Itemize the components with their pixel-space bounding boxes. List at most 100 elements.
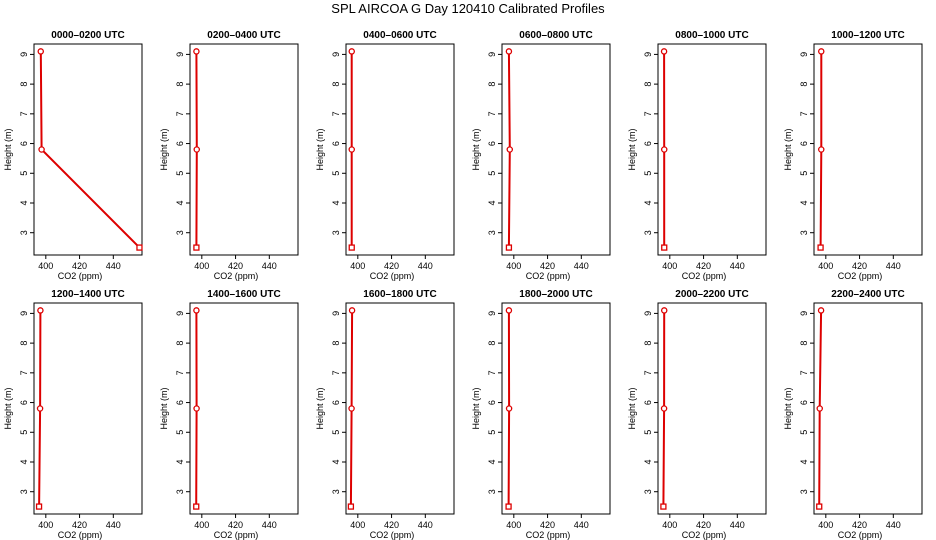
y-tick-label: 6 <box>19 400 29 405</box>
y-tick-label: 8 <box>643 82 653 87</box>
y-tick-label: 5 <box>19 171 29 176</box>
x-tick-label: 400 <box>818 261 833 271</box>
data-point-circle <box>505 307 513 314</box>
x-tick-label: 400 <box>38 261 53 271</box>
y-tick-label: 9 <box>799 52 809 57</box>
data-point-circle <box>193 48 200 55</box>
x-axis-label: CO2 (ppm) <box>370 271 415 281</box>
x-tick-label: 420 <box>852 261 867 271</box>
y-tick-label: 8 <box>331 341 341 346</box>
y-tick-label: 8 <box>799 82 809 87</box>
x-tick-label: 440 <box>886 261 901 271</box>
x-axis-label: CO2 (ppm) <box>214 271 259 281</box>
x-tick-label: 440 <box>574 520 589 530</box>
y-tick-label: 5 <box>487 430 497 435</box>
y-tick-label: 7 <box>643 111 653 116</box>
y-axis-label: Height (m) <box>627 387 637 429</box>
x-tick-label: 440 <box>262 261 277 271</box>
y-tick-label: 7 <box>487 370 497 375</box>
panel-title: 0000–0200 UTC <box>51 30 124 41</box>
y-tick-label: 7 <box>19 111 29 116</box>
data-point-circle <box>348 48 355 55</box>
y-tick-label: 4 <box>19 200 29 205</box>
x-tick-label: 400 <box>662 261 677 271</box>
data-point-square <box>505 244 513 251</box>
x-tick-label: 440 <box>418 520 433 530</box>
data-point-circle <box>818 146 825 153</box>
y-tick-label: 6 <box>799 141 809 146</box>
y-tick-label: 3 <box>643 230 653 235</box>
y-tick-label: 6 <box>19 141 29 146</box>
data-point-square <box>817 244 824 251</box>
y-tick-label: 6 <box>175 400 185 405</box>
x-tick-label: 400 <box>38 520 53 530</box>
y-tick-label: 6 <box>487 141 497 146</box>
y-tick-label: 6 <box>331 400 341 405</box>
x-axis-label: CO2 (ppm) <box>838 530 883 540</box>
y-tick-label: 8 <box>175 341 185 346</box>
plot-frame <box>345 43 455 256</box>
data-point-square <box>193 244 200 251</box>
x-tick-label: 420 <box>72 520 87 530</box>
y-tick-label: 8 <box>175 82 185 87</box>
x-tick-label: 440 <box>418 261 433 271</box>
plot-frame <box>657 302 767 515</box>
x-axis-label: CO2 (ppm) <box>526 271 571 281</box>
y-axis-label: Height (m) <box>3 387 13 429</box>
y-tick-label: 3 <box>331 489 341 494</box>
y-axis-label: Height (m) <box>315 387 325 429</box>
x-tick-label: 440 <box>730 520 745 530</box>
data-point-circle <box>348 307 356 314</box>
plot-frame <box>33 43 143 256</box>
x-tick-label: 420 <box>696 261 711 271</box>
y-tick-label: 6 <box>643 141 653 146</box>
y-tick-label: 7 <box>643 370 653 375</box>
page-title: SPL AIRCOA G Day 120410 Calibrated Profi… <box>331 1 605 16</box>
data-point-circle <box>505 405 513 412</box>
x-tick-label: 440 <box>886 520 901 530</box>
y-tick-label: 6 <box>331 141 341 146</box>
y-axis-label: Height (m) <box>471 387 481 429</box>
data-point-circle <box>505 48 513 55</box>
y-tick-label: 5 <box>331 430 341 435</box>
x-tick-label: 400 <box>350 261 365 271</box>
y-tick-label: 7 <box>175 370 185 375</box>
x-tick-label: 420 <box>72 261 87 271</box>
data-point-circle <box>38 146 45 153</box>
y-tick-label: 5 <box>799 171 809 176</box>
x-axis-label: CO2 (ppm) <box>838 271 883 281</box>
y-tick-label: 9 <box>331 311 341 316</box>
y-tick-label: 6 <box>487 400 497 405</box>
data-point-square <box>505 503 512 510</box>
y-tick-label: 9 <box>175 311 185 316</box>
data-point-circle <box>193 307 200 314</box>
x-tick-label: 400 <box>506 520 521 530</box>
y-tick-label: 7 <box>331 111 341 116</box>
y-tick-label: 4 <box>175 459 185 464</box>
y-tick-label: 5 <box>799 430 809 435</box>
y-tick-label: 9 <box>487 311 497 316</box>
y-tick-label: 3 <box>799 489 809 494</box>
x-tick-label: 440 <box>106 261 121 271</box>
y-tick-label: 3 <box>487 489 497 494</box>
data-point-circle <box>660 405 668 412</box>
x-tick-label: 440 <box>262 520 277 530</box>
y-tick-label: 9 <box>643 311 653 316</box>
y-tick-label: 6 <box>643 400 653 405</box>
panel-title: 1800–2000 UTC <box>519 289 592 300</box>
y-tick-label: 6 <box>799 400 809 405</box>
y-tick-label: 3 <box>175 230 185 235</box>
y-tick-label: 9 <box>799 311 809 316</box>
y-tick-label: 3 <box>643 489 653 494</box>
y-tick-label: 7 <box>19 370 29 375</box>
data-point-circle <box>348 146 355 153</box>
plot-frame <box>33 302 143 515</box>
